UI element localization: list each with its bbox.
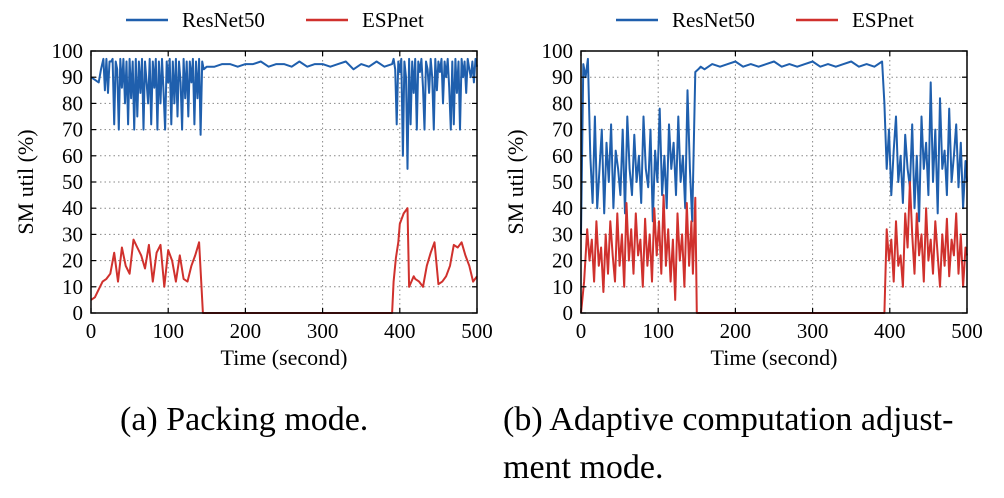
- y-tick-label: 0: [563, 301, 574, 325]
- y-tick-label: 80: [62, 91, 83, 115]
- y-axis-label: SM util (%): [503, 129, 528, 234]
- series-line-espnet: [580, 181, 968, 314]
- legend-label-espnet: ESPnet: [852, 8, 914, 32]
- y-tick-label: 10: [62, 275, 83, 299]
- y-tick-label: 60: [552, 144, 573, 168]
- y-tick-label: 100: [52, 39, 84, 63]
- y-tick-label: 90: [62, 65, 83, 89]
- y-axis-label: SM util (%): [13, 129, 38, 234]
- legend-label-resnet50: ResNet50: [182, 8, 265, 32]
- y-tick-label: 50: [552, 170, 573, 194]
- y-tick-label: 50: [62, 170, 83, 194]
- caption-b-line2: ment mode.: [503, 449, 664, 486]
- legend-label-espnet: ESPnet: [362, 8, 424, 32]
- x-tick-label: 300: [307, 319, 339, 343]
- y-tick-label: 40: [62, 196, 83, 220]
- y-tick-label: 20: [552, 249, 573, 273]
- series-line-resnet50: [580, 57, 968, 235]
- x-tick-label: 0: [576, 319, 587, 343]
- y-tick-label: 20: [62, 249, 83, 273]
- legend-label-resnet50: ResNet50: [672, 8, 755, 32]
- y-tick-label: 70: [62, 118, 83, 142]
- x-tick-label: 0: [86, 319, 97, 343]
- caption-a: (a) Packing mode.: [120, 401, 369, 438]
- x-tick-label: 100: [642, 319, 674, 343]
- x-axis-label: Time (second): [221, 345, 348, 370]
- x-tick-label: 500: [461, 319, 493, 343]
- x-tick-label: 400: [874, 319, 906, 343]
- x-tick-label: 400: [384, 319, 416, 343]
- x-tick-label: 200: [230, 319, 262, 343]
- y-tick-label: 30: [552, 222, 573, 246]
- y-tick-label: 30: [62, 222, 83, 246]
- y-tick-label: 60: [62, 144, 83, 168]
- y-tick-label: 100: [542, 39, 574, 63]
- y-tick-label: 40: [552, 196, 573, 220]
- series-line-resnet50: [90, 57, 478, 170]
- x-tick-label: 200: [720, 319, 752, 343]
- caption-b-line1: (b) Adaptive computation adjust-: [503, 401, 954, 438]
- y-tick-label: 0: [73, 301, 84, 325]
- x-tick-label: 500: [951, 319, 983, 343]
- y-tick-label: 80: [552, 91, 573, 115]
- series-line-espnet: [90, 207, 478, 314]
- y-tick-label: 10: [552, 275, 573, 299]
- x-axis-label: Time (second): [711, 345, 838, 370]
- y-tick-label: 90: [552, 65, 573, 89]
- y-tick-label: 70: [552, 118, 573, 142]
- x-tick-label: 300: [797, 319, 829, 343]
- x-tick-label: 100: [152, 319, 184, 343]
